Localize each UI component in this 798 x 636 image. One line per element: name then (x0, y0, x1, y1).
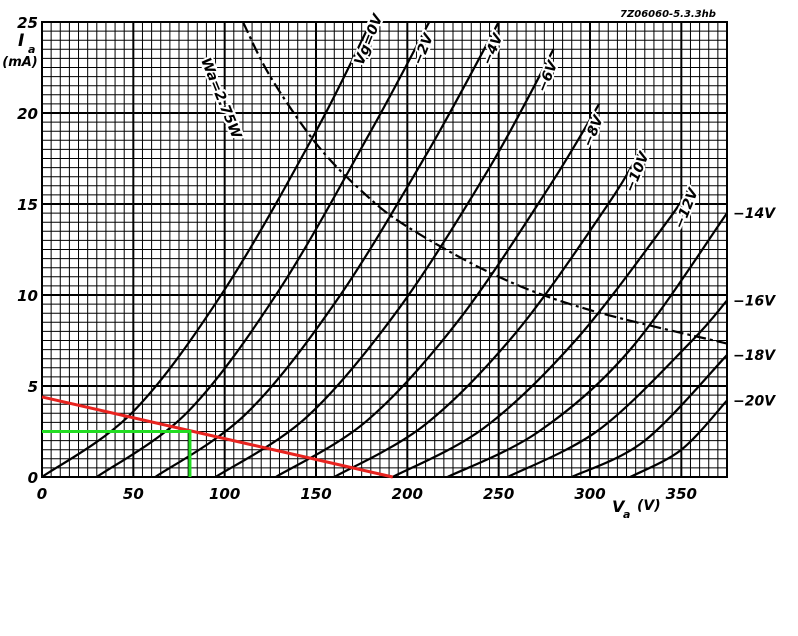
y-axis-label-sub: a (28, 43, 35, 56)
y-axis-unit: (mA) (2, 55, 38, 70)
x-tick-label: 100 (209, 485, 240, 503)
x-tick-label: 350 (666, 485, 697, 503)
annotation-line (42, 430, 192, 477)
chart-note: 7Z06060-5.3.3hb (620, 9, 716, 20)
x-tick-label: 150 (300, 485, 331, 503)
curve (214, 48, 555, 478)
x-tick-label: 50 (123, 485, 144, 503)
x-axis-label-sub: a (623, 508, 630, 521)
curve (275, 103, 601, 478)
curve (154, 21, 500, 478)
curve (333, 148, 643, 478)
y-axis-label: I (18, 31, 24, 51)
curve-label: −18V (733, 348, 776, 364)
x-tick-label: 250 (483, 485, 514, 503)
curve-label: −14V (733, 206, 776, 222)
curve (507, 299, 728, 478)
y-tick-label: 25 (17, 14, 38, 32)
plot-frame (41, 21, 728, 478)
x-axis-label: V (612, 497, 626, 516)
curve-label: Wa=2.75W (197, 56, 244, 142)
curve-label: −16V (733, 293, 776, 309)
curve (447, 212, 728, 478)
y-tick-label: 15 (17, 196, 38, 214)
x-tick-label: 200 (392, 485, 423, 503)
curve-label: −20V (733, 394, 776, 410)
x-tick-label: 300 (574, 485, 605, 503)
x-tick-label: 0 (37, 485, 47, 503)
y-tick-label: 20 (17, 105, 38, 123)
y-tick-label: 10 (17, 287, 38, 305)
curve (571, 354, 728, 478)
annotation-line (41, 395, 394, 479)
y-tick-label: 0 (28, 469, 38, 487)
y-tick-label: 5 (28, 378, 38, 396)
curve (392, 185, 692, 478)
curve-label: Vg=0V (352, 11, 387, 67)
x-axis-unit: (V) (637, 498, 661, 514)
curve (241, 21, 728, 345)
curve (629, 399, 728, 478)
